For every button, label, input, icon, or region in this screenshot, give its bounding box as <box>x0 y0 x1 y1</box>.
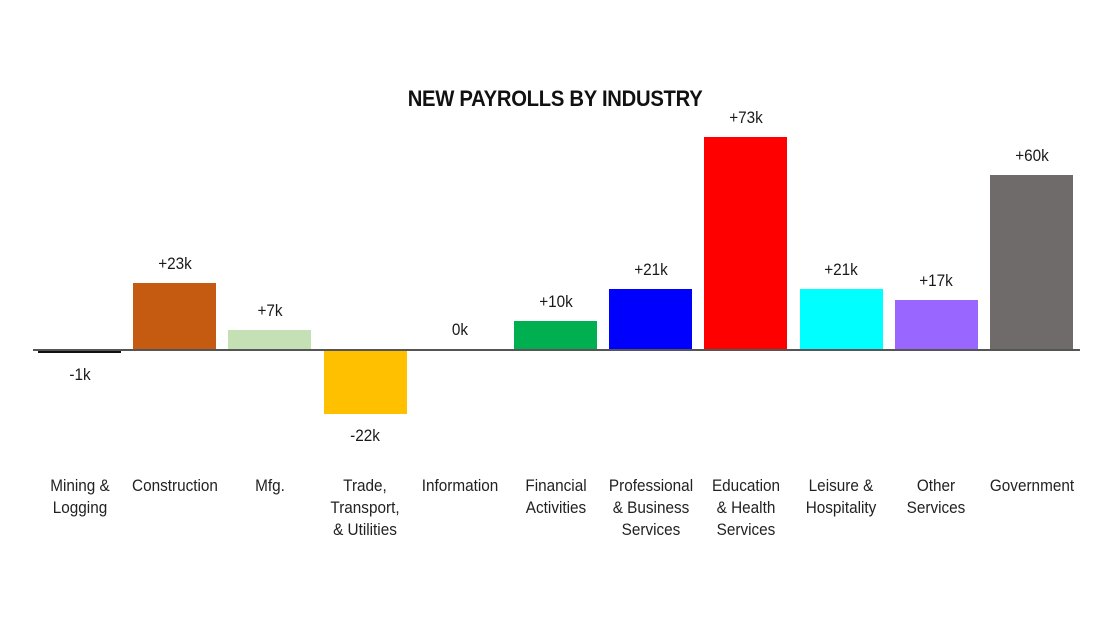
category-label: Government <box>989 476 1074 495</box>
category-label: Other Services <box>906 476 966 517</box>
bar-value-label: +73k <box>729 107 763 127</box>
category-label: Mining & Logging <box>49 476 110 517</box>
bar-8 <box>704 136 788 350</box>
category-label: Trade, Transport, & Utilities <box>330 476 400 539</box>
bar-1 <box>38 350 121 353</box>
bar-value-label: -22k <box>350 426 380 446</box>
chart-title: NEW PAYROLLS BY INDUSTRY <box>407 86 703 111</box>
zero-axis-line <box>33 349 1080 351</box>
category-label: Financial Activities <box>524 476 587 517</box>
bar-3 <box>228 329 312 350</box>
category-label: Mfg. <box>255 476 285 495</box>
category-label: Leisure & Hospitality <box>805 476 877 517</box>
bar-11 <box>990 174 1073 350</box>
bar-value-label: +23k <box>157 253 192 273</box>
bar-value-label: 0k <box>452 320 469 339</box>
bar-value-label: +60k <box>1014 145 1049 165</box>
bar-7 <box>609 288 693 350</box>
bar-value-label: +21k <box>824 259 858 279</box>
bar-2 <box>133 282 217 350</box>
bar-value-label: +21k <box>633 259 668 279</box>
bar-6 <box>514 320 597 350</box>
category-label: Construction <box>131 476 218 495</box>
bar-4 <box>323 350 407 415</box>
bar-value-label: +7k <box>257 300 283 320</box>
category-label: Professional & Business Services <box>608 476 693 539</box>
bar-9 <box>799 288 883 350</box>
bar-10 <box>894 300 978 350</box>
bar-value-label: -1k <box>68 365 91 384</box>
bar-value-label: +17k <box>919 271 954 291</box>
category-label: Education & Health Services <box>711 476 780 539</box>
category-label: Information <box>422 476 499 495</box>
bar-value-label: +10k <box>538 291 573 311</box>
